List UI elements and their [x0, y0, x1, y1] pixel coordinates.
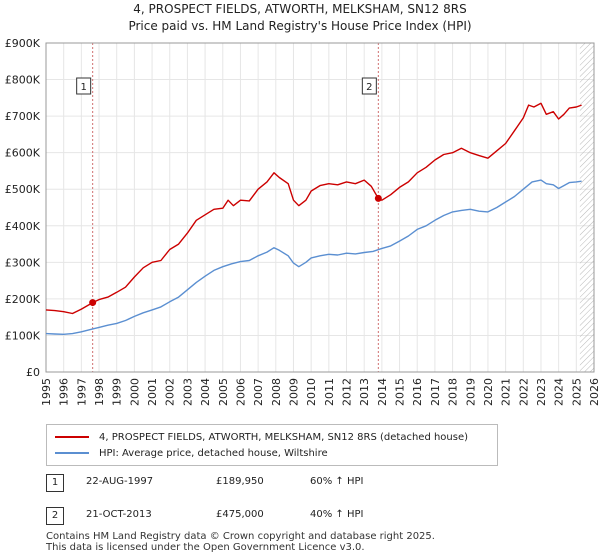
x-tick-label: 2009: [287, 378, 300, 406]
footer-licence: This data is licensed under the Open Gov…: [46, 542, 365, 553]
chart-subtitle: Price paid vs. HM Land Registry's House …: [128, 19, 472, 33]
legend-label-hpi: HPI: Average price, detached house, Wilt…: [99, 447, 328, 459]
table-row: 1 22-AUG-1997 £189,950 60% ↑ HPI: [46, 474, 446, 494]
transaction-price: £189,950: [216, 476, 264, 487]
y-tick-label: £800K: [5, 74, 41, 87]
x-tick-label: 2004: [199, 378, 212, 406]
price-chart: £0 £100K £200K £300K £400K £500K £600K £700K £80…: [5, 37, 600, 406]
x-tick-label: 2016: [411, 378, 424, 406]
x-tick-label: 1999: [111, 378, 124, 406]
y-tick-label: £500K: [5, 183, 41, 196]
plot-area: [46, 43, 594, 372]
transaction-date: 22-AUG-1997: [86, 476, 154, 487]
x-tick-label: 2018: [447, 378, 460, 406]
x-tick-label: 2020: [482, 378, 495, 406]
x-tick-label: 2005: [217, 378, 230, 406]
x-tick-label: 2000: [128, 378, 141, 406]
transaction-marker-badge: 2: [46, 507, 64, 525]
y-tick-label: £0: [26, 366, 40, 379]
x-tick-label: 2011: [323, 378, 336, 406]
transaction-date: 21-OCT-2013: [86, 509, 152, 520]
x-tick-label: 2023: [535, 378, 548, 406]
sale-label: 1: [80, 82, 86, 93]
x-tick-label: 2026: [588, 378, 600, 406]
y-tick-label: £300K: [5, 256, 41, 269]
transaction-marker-badge: 1: [46, 474, 64, 492]
x-tick-label: 2007: [252, 378, 265, 406]
x-tick-label: 2014: [376, 378, 389, 406]
x-tick-label: 1997: [75, 378, 88, 406]
x-tick-label: 1998: [93, 378, 106, 406]
legend-swatch-property: [55, 436, 89, 438]
plot-frame: [45, 42, 595, 373]
x-tick-label: 2012: [341, 378, 354, 406]
x-tick-label: 2021: [500, 378, 513, 406]
x-tick-label: 2003: [181, 378, 194, 406]
x-tick-label: 2022: [517, 378, 530, 406]
sale-label-box: [76, 77, 92, 95]
legend-item-hpi: HPI: Average price, detached house, Wilt…: [55, 446, 328, 460]
x-tick-label: 2001: [146, 378, 159, 406]
x-tick-label: 2015: [394, 378, 407, 406]
y-tick-label: £700K: [5, 110, 41, 123]
x-tick-label: 2025: [570, 378, 583, 406]
footer-copyright: Contains HM Land Registry data © Crown c…: [46, 531, 435, 542]
x-tick-label: 2002: [164, 378, 177, 406]
sale-label-box: [361, 77, 377, 95]
legend-swatch-hpi: [55, 452, 89, 454]
y-tick-label: £600K: [5, 147, 41, 160]
x-tick-label: 1995: [40, 378, 53, 406]
x-tick-label: 2024: [553, 378, 566, 406]
hpi-line: [45, 179, 582, 335]
legend-item-property: 4, PROSPECT FIELDS, ATWORTH, MELKSHAM, S…: [55, 430, 468, 444]
x-tick-label: 2008: [270, 378, 283, 406]
sale-point: [89, 299, 97, 307]
sale-label: 2: [366, 82, 372, 93]
chart-title: 4, PROSPECT FIELDS, ATWORTH, MELKSHAM, S…: [133, 2, 467, 16]
sale-point: [374, 194, 382, 202]
y-tick-label: £100K: [5, 329, 41, 342]
transaction-hpi-delta: 60% ↑ HPI: [310, 476, 364, 487]
y-tick-label: £900K: [5, 37, 41, 50]
chart-legend: 4, PROSPECT FIELDS, ATWORTH, MELKSHAM, S…: [46, 424, 498, 466]
x-tick-label: 2017: [429, 378, 442, 406]
x-tick-label: 2006: [234, 378, 247, 406]
y-tick-label: £200K: [5, 293, 41, 306]
x-tick-label: 1996: [58, 378, 71, 406]
table-row: 2 21-OCT-2013 £475,000 40% ↑ HPI: [46, 507, 446, 527]
x-tick-label: 2019: [464, 378, 477, 406]
forecast-hatch-region: [579, 43, 594, 372]
transaction-hpi-delta: 40% ↑ HPI: [310, 509, 364, 520]
transaction-price: £475,000: [216, 509, 264, 520]
x-tick-label: 2013: [358, 378, 371, 406]
property-price-line: [45, 102, 582, 315]
x-tick-label: 2010: [305, 378, 318, 406]
legend-label-property: 4, PROSPECT FIELDS, ATWORTH, MELKSHAM, S…: [99, 431, 469, 443]
y-tick-label: £400K: [5, 220, 41, 233]
